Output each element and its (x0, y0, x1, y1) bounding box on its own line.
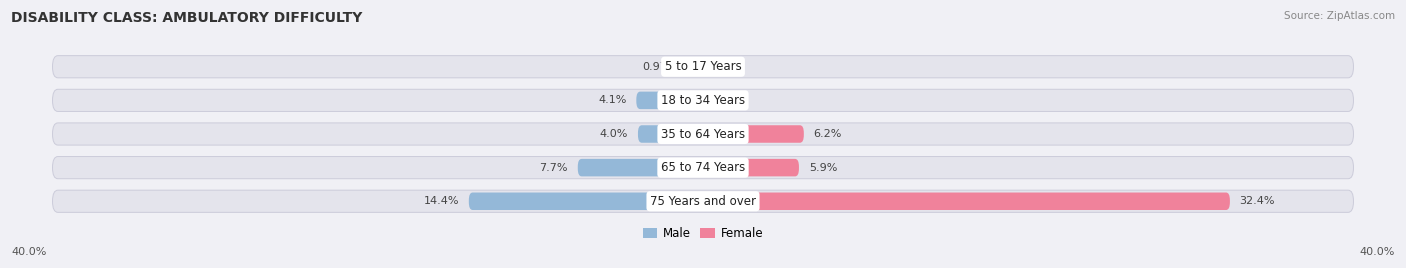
FancyBboxPatch shape (703, 192, 1230, 210)
Text: 18 to 34 Years: 18 to 34 Years (661, 94, 745, 107)
FancyBboxPatch shape (688, 58, 703, 76)
FancyBboxPatch shape (578, 159, 703, 176)
Text: 5.9%: 5.9% (808, 163, 837, 173)
Legend: Male, Female: Male, Female (638, 222, 768, 245)
FancyBboxPatch shape (703, 125, 804, 143)
FancyBboxPatch shape (52, 157, 1354, 179)
Text: 40.0%: 40.0% (11, 247, 46, 257)
Text: DISABILITY CLASS: AMBULATORY DIFFICULTY: DISABILITY CLASS: AMBULATORY DIFFICULTY (11, 11, 363, 25)
Text: 6.2%: 6.2% (814, 129, 842, 139)
FancyBboxPatch shape (638, 125, 703, 143)
Text: 0.0%: 0.0% (713, 62, 741, 72)
Text: 5 to 17 Years: 5 to 17 Years (665, 60, 741, 73)
FancyBboxPatch shape (468, 192, 703, 210)
Text: 40.0%: 40.0% (1360, 247, 1395, 257)
Text: 0.97%: 0.97% (643, 62, 678, 72)
Text: 14.4%: 14.4% (423, 196, 460, 206)
FancyBboxPatch shape (52, 190, 1354, 212)
Text: 4.1%: 4.1% (598, 95, 627, 105)
Text: 35 to 64 Years: 35 to 64 Years (661, 128, 745, 140)
FancyBboxPatch shape (52, 123, 1354, 145)
Text: 7.7%: 7.7% (540, 163, 568, 173)
FancyBboxPatch shape (52, 89, 1354, 111)
FancyBboxPatch shape (703, 159, 799, 176)
Text: 0.0%: 0.0% (713, 95, 741, 105)
Text: 4.0%: 4.0% (600, 129, 628, 139)
Text: 32.4%: 32.4% (1240, 196, 1275, 206)
FancyBboxPatch shape (637, 92, 703, 109)
Text: Source: ZipAtlas.com: Source: ZipAtlas.com (1284, 11, 1395, 21)
Text: 65 to 74 Years: 65 to 74 Years (661, 161, 745, 174)
Text: 75 Years and over: 75 Years and over (650, 195, 756, 208)
FancyBboxPatch shape (52, 56, 1354, 78)
